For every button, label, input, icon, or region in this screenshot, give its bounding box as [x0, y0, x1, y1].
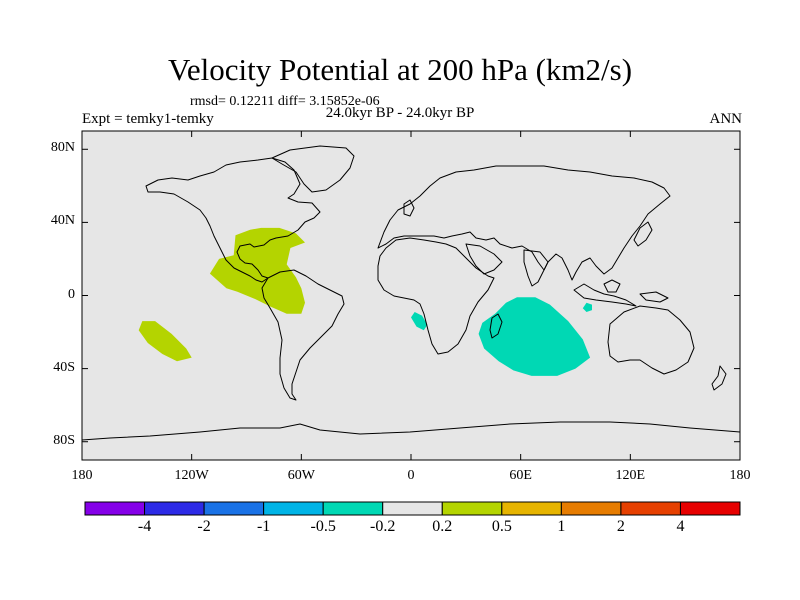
- lat-tick-label: 40S: [53, 359, 75, 375]
- arabia-coastline: [465, 243, 503, 275]
- colorbar-label: -1: [256, 518, 271, 535]
- colorbar-label: 0.2: [432, 518, 453, 535]
- lat-tick-label: 80N: [50, 140, 75, 156]
- lon-tick-label: 120E: [615, 468, 646, 483]
- sumatra-negative-anomaly: [582, 302, 592, 312]
- lon-tick-label: 180: [729, 468, 751, 483]
- greenland-coastline: [271, 145, 355, 193]
- colorbar-label: 4: [676, 518, 685, 535]
- new-zealand-coastline: [711, 365, 727, 391]
- lon-tick-label: 60W: [287, 468, 315, 483]
- atlantic-negative-anomaly: [411, 312, 428, 331]
- rmsd-diff-stats: rmsd= 0.12211 diff= 3.15852e-06: [190, 94, 380, 109]
- colorbar-swatch: [144, 501, 205, 516]
- colorbar-swatch: [84, 501, 146, 516]
- colorbar-swatch: [263, 501, 324, 516]
- colorbar-label: -0.2: [370, 518, 396, 535]
- experiment-label: Expt = temky1-temky: [82, 111, 214, 127]
- colorbar-swatch: [322, 501, 384, 516]
- south-pacific-positive-anomaly: [138, 321, 192, 362]
- lon-tick-label: 60E: [509, 468, 532, 483]
- lat-tick-label: 0: [68, 286, 75, 302]
- antarctica-coastline: [82, 421, 740, 441]
- british-isles-coastline: [403, 199, 415, 217]
- colorbar-swatch: [560, 501, 622, 516]
- indonesia-coastline: [573, 283, 637, 307]
- lon-tick-label: 120W: [174, 468, 209, 483]
- north-america-coastline: [145, 157, 321, 283]
- new-guinea-coastline: [639, 291, 669, 303]
- lon-tick-label: 180: [71, 468, 93, 483]
- lat-tick-label: 40N: [50, 213, 75, 229]
- borneo-coastline: [603, 279, 621, 293]
- colorbar-swatch: [441, 501, 503, 516]
- colorbar-label: 1: [557, 518, 566, 535]
- colorbar-label: -2: [197, 518, 211, 535]
- colorbar-label: -0.5: [310, 518, 336, 535]
- time-period-label: 24.0kyr BP - 24.0kyr BP: [325, 105, 475, 121]
- colorbar-label: 2: [616, 518, 625, 535]
- season-label: ANN: [709, 111, 743, 127]
- australia-coastline: [607, 305, 695, 375]
- japan-coastline: [633, 221, 653, 247]
- colorbar-swatch: [382, 501, 443, 516]
- lon-tick-label: 0: [407, 468, 415, 483]
- map-background: [82, 131, 740, 460]
- madagascar-coastline: [489, 313, 503, 339]
- lat-tick-label: 80S: [53, 432, 75, 448]
- colorbar-swatch: [203, 501, 265, 516]
- europe-asia-coastline: [377, 165, 671, 281]
- map-title: Velocity Potential at 200 hPa (km2/s): [167, 52, 633, 87]
- colorbar-label: 0.5: [491, 518, 512, 535]
- colorbar-label: -4: [137, 518, 152, 535]
- caribbean-positive-anomaly: [209, 227, 305, 314]
- south-america-coastline: [261, 269, 345, 401]
- colorbar-swatch: [679, 501, 741, 516]
- colorbar-swatch: [620, 501, 681, 516]
- india-coastline: [523, 249, 549, 287]
- indian-ocean-negative-anomaly: [478, 297, 591, 376]
- colorbar-swatch: [501, 501, 562, 516]
- africa-coastline: [377, 237, 495, 355]
